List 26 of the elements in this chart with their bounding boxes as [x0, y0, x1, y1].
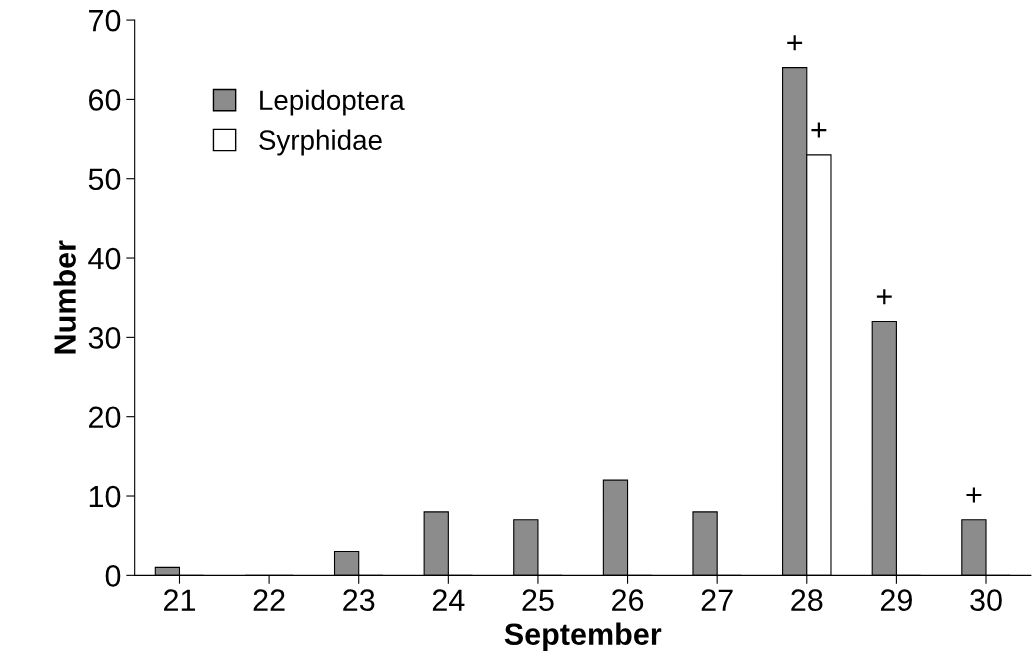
annotation: +: [787, 35, 803, 51]
y-tick-label: 20: [89, 406, 121, 429]
x-tick-label: 27: [701, 589, 733, 611]
x-tick-label: 28: [791, 589, 823, 611]
x-tick-label: 25: [522, 589, 554, 611]
x-tick-label: 29: [880, 589, 912, 611]
y-tick-label: 0: [105, 565, 121, 587]
x-tick-label: 21: [164, 589, 195, 611]
legend-label: Syrphidae: [259, 129, 382, 156]
annotation: +: [811, 122, 827, 138]
y-axis-title: Number: [53, 240, 76, 354]
y-tick-label: 60: [89, 89, 121, 111]
y-tick-label: 30: [88, 327, 121, 349]
y-tick-label: 70: [89, 9, 121, 32]
x-tick-label: 24: [432, 589, 465, 611]
x-tick-label: 30: [970, 589, 1002, 611]
x-tick-label: 23: [343, 589, 375, 611]
x-tick-label: 26: [612, 589, 644, 611]
y-tick-label: 50: [88, 168, 121, 191]
x-tick-label: 22: [253, 589, 285, 611]
x-axis-title: September: [504, 622, 662, 652]
y-tick-label: 40: [88, 247, 121, 270]
annotation: +: [876, 289, 892, 305]
annotation: +: [966, 487, 982, 503]
y-tick-label: 10: [89, 485, 121, 508]
legend-label: Lepidoptera: [260, 89, 405, 116]
